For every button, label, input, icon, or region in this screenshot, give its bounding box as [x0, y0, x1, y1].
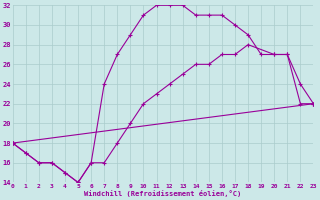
X-axis label: Windchill (Refroidissement éolien,°C): Windchill (Refroidissement éolien,°C) [84, 190, 242, 197]
